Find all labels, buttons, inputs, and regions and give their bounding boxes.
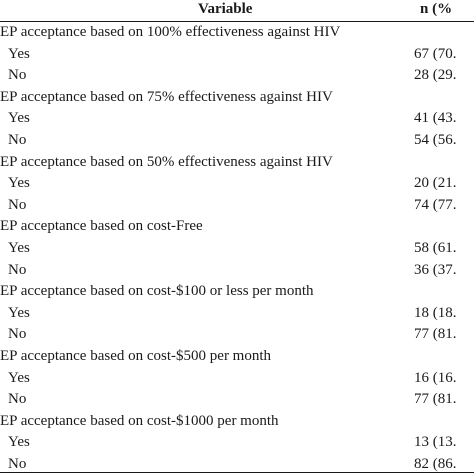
row-value: 16 (16.: [414, 369, 457, 386]
group-title-row: EP acceptance based on cost-$1000 per mo…: [0, 411, 474, 433]
row-label: No: [8, 261, 27, 278]
header-n-percent: n (%: [420, 1, 453, 17]
row-value: 36 (37.: [414, 261, 457, 278]
row-value: 13 (13.: [414, 434, 457, 451]
group-title-row: EP acceptance based on 75% effectiveness…: [0, 87, 474, 109]
table-row: Yes 16 (16.: [0, 368, 474, 390]
header-variable: Variable: [198, 1, 253, 17]
group-title: EP acceptance based on cost-$500 per mon…: [0, 347, 272, 364]
row-value: 28 (29.: [414, 67, 457, 84]
table-row: Yes 18 (18.: [0, 303, 474, 325]
table-row: No 28 (29.: [0, 65, 474, 87]
row-label: Yes: [8, 369, 30, 386]
group-title-row: EP acceptance based on 50% effectiveness…: [0, 152, 474, 174]
row-value: 20 (21.: [414, 175, 457, 192]
table-row: Yes 58 (61.: [0, 238, 474, 260]
table-row: No 77 (81.: [0, 389, 474, 411]
table-row: Yes 13 (13.: [0, 432, 474, 454]
row-label: Yes: [8, 434, 30, 451]
group-title: EP acceptance based on 50% effectiveness…: [0, 153, 333, 170]
group-title-row: EP acceptance based on cost-$500 per mon…: [0, 346, 474, 368]
group-title: EP acceptance based on 100% effectivenes…: [0, 24, 341, 40]
bottom-rule: [0, 472, 474, 473]
row-label: Yes: [8, 239, 30, 256]
row-value: 67 (70.: [414, 45, 457, 62]
row-label: Yes: [8, 304, 30, 321]
table-row: Yes 67 (70.: [0, 44, 474, 66]
group-title-row: EP acceptance based on cost-Free: [0, 216, 474, 238]
group-title: EP acceptance based on cost-Free: [0, 218, 203, 235]
row-label: Yes: [8, 175, 30, 192]
table-row: No 77 (81.: [0, 324, 474, 346]
group-title: EP acceptance based on cost-$1000 per mo…: [0, 412, 279, 429]
row-label: Yes: [8, 45, 30, 62]
row-label: No: [8, 196, 27, 213]
row-value: 18 (18.: [414, 304, 457, 321]
table-row: No 36 (37.: [0, 260, 474, 282]
table-row: No 74 (77.: [0, 195, 474, 217]
group-title: EP acceptance based on cost-$100 or less…: [0, 283, 314, 300]
table-row: Yes 20 (21.: [0, 173, 474, 195]
row-label: No: [8, 455, 27, 472]
row-value: 77 (81.: [414, 326, 457, 343]
table-body: EP acceptance based on 100% effectivenes…: [0, 22, 474, 475]
group-title-row: EP acceptance based on cost-$100 or less…: [0, 281, 474, 303]
row-label: Yes: [8, 110, 30, 127]
row-value: 74 (77.: [414, 196, 457, 213]
row-value: 77 (81.: [414, 391, 457, 408]
row-value: 54 (56.: [414, 131, 457, 148]
row-value: 58 (61.: [414, 239, 457, 256]
row-label: No: [8, 131, 27, 148]
row-value: 82 (86.: [414, 455, 457, 472]
table-row: Yes 41 (43.: [0, 108, 474, 130]
header-divider: [0, 21, 474, 22]
row-label: No: [8, 326, 27, 343]
table-row: No 82 (86.: [0, 454, 474, 475]
table-row: No 54 (56.: [0, 130, 474, 152]
group-title: EP acceptance based on 75% effectiveness…: [0, 88, 333, 105]
row-label: No: [8, 67, 27, 84]
table-header: Variable n (%: [0, 0, 474, 21]
row-value: 41 (43.: [414, 110, 457, 127]
group-title-row: EP acceptance based on 100% effectivenes…: [0, 22, 474, 44]
row-label: No: [8, 391, 27, 408]
